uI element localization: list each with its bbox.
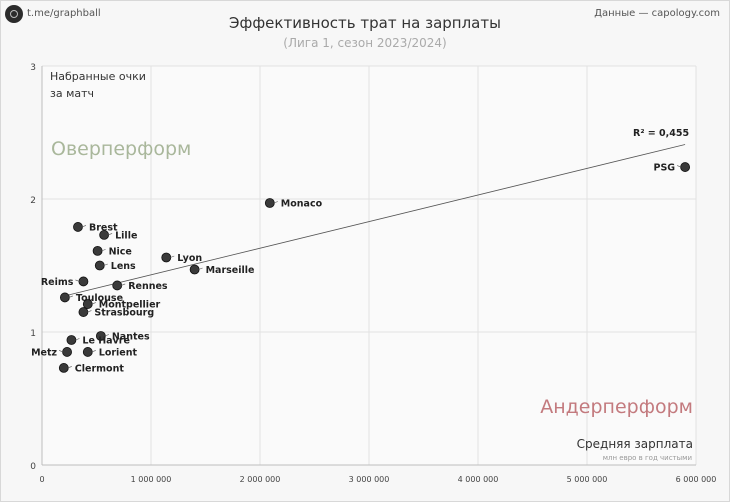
- point-label-reims: Reims: [41, 277, 74, 288]
- leader-line-reims: [75, 279, 80, 282]
- leader-line-lens: [103, 263, 108, 266]
- data-point-montpellier: [82, 299, 93, 309]
- data-point-lorient: [82, 347, 93, 357]
- data-point-marseille: [189, 264, 200, 275]
- point-label-le-havre: Le Havre: [82, 335, 129, 346]
- leader-line-toulouse: [68, 295, 73, 298]
- brand-link[interactable]: t.me/graphball: [27, 8, 101, 19]
- data-point-metz: [62, 347, 72, 357]
- data-point-strasbourg: [78, 307, 89, 317]
- point-label-nice: Nice: [109, 246, 132, 257]
- leader-line-strasbourg: [87, 310, 92, 313]
- point-label-lille: Lille: [115, 230, 137, 241]
- data-source: Данные — capology.com: [594, 8, 720, 19]
- y-axis-label-line1: Набранные очки: [50, 70, 146, 83]
- data-point-lyon: [161, 252, 172, 263]
- y-tick-label: 2: [30, 196, 36, 206]
- point-label-metz: Metz: [31, 347, 57, 358]
- point-label-strasbourg: Strasbourg: [94, 308, 154, 319]
- point-label-psg: PSG: [653, 163, 675, 174]
- x-tick-label: 3 000 000: [349, 475, 390, 484]
- leader-line-monaco: [273, 201, 278, 204]
- data-point-reims: [78, 276, 89, 287]
- point-label-montpellier: Montpellier: [99, 300, 161, 311]
- leader-line-nantes: [104, 334, 109, 337]
- data-point-toulouse: [59, 292, 70, 303]
- leader-line-montpellier: [91, 302, 96, 305]
- leader-line-clermont: [67, 366, 72, 369]
- x-tick-label: 5 000 000: [567, 475, 608, 484]
- leader-line-brest: [81, 225, 87, 228]
- x-tick-label: 6 000 000: [676, 475, 717, 484]
- data-point-monaco: [264, 198, 275, 208]
- point-label-nantes: Nantes: [112, 331, 150, 342]
- leader-line-marseille: [198, 267, 203, 270]
- data-point-psg: [680, 162, 690, 172]
- data-point-rennes: [112, 280, 123, 291]
- y-tick-label: 1: [30, 329, 36, 339]
- data-point-lens: [94, 260, 105, 271]
- data-point-brest: [73, 222, 83, 232]
- x-tick-label: 0: [39, 475, 44, 484]
- point-label-clermont: Clermont: [75, 363, 125, 374]
- y-axis-label-line2: за матч: [50, 87, 95, 100]
- point-label-toulouse: Toulouse: [76, 293, 123, 304]
- leader-line-nice: [101, 249, 106, 252]
- point-label-rennes: Rennes: [128, 281, 168, 292]
- leader-line-metz: [58, 350, 64, 353]
- graphball-logo-icon: [5, 5, 23, 23]
- y-axis-label: Набранные очки за матч: [50, 68, 170, 102]
- leader-line-psg: [676, 165, 682, 168]
- underperform-zone-label: Андерперформ: [540, 396, 693, 418]
- leader-line-lille: [108, 233, 113, 236]
- leader-line-rennes: [121, 283, 126, 286]
- data-point-clermont: [58, 363, 69, 373]
- point-label-brest: Brest: [89, 222, 118, 233]
- trend-line: [63, 144, 686, 297]
- chart-title: Эффективность трат на зарплаты: [229, 14, 501, 32]
- point-label-marseille: Marseille: [206, 265, 255, 276]
- point-label-lens: Lens: [111, 261, 136, 272]
- point-label-lyon: Lyon: [177, 253, 202, 264]
- point-label-monaco: Monaco: [281, 198, 323, 209]
- leader-line-le-havre: [75, 338, 80, 341]
- leader-line-lorient: [91, 350, 96, 353]
- leader-line-lyon: [170, 255, 175, 258]
- overperform-zone-label: Оверперформ: [51, 138, 192, 160]
- r-squared-label: R² = 0,455: [633, 128, 690, 139]
- x-axis-label: Средняя зарплата: [576, 437, 693, 451]
- data-point-le-havre: [66, 335, 77, 345]
- x-tick-label: 4 000 000: [458, 475, 499, 484]
- y-tick-label: 3: [30, 63, 36, 73]
- x-tick-label: 1 000 000: [131, 475, 172, 484]
- data-point-lille: [99, 230, 110, 240]
- x-tick-label: 2 000 000: [240, 475, 281, 484]
- chart-subtitle: (Лига 1, сезон 2023/2024): [283, 36, 447, 50]
- y-tick-label: 0: [30, 462, 36, 472]
- data-point-nice: [92, 245, 103, 256]
- point-label-lorient: Lorient: [99, 347, 138, 358]
- x-axis-sublabel: млн евро в год чистыми: [602, 454, 692, 462]
